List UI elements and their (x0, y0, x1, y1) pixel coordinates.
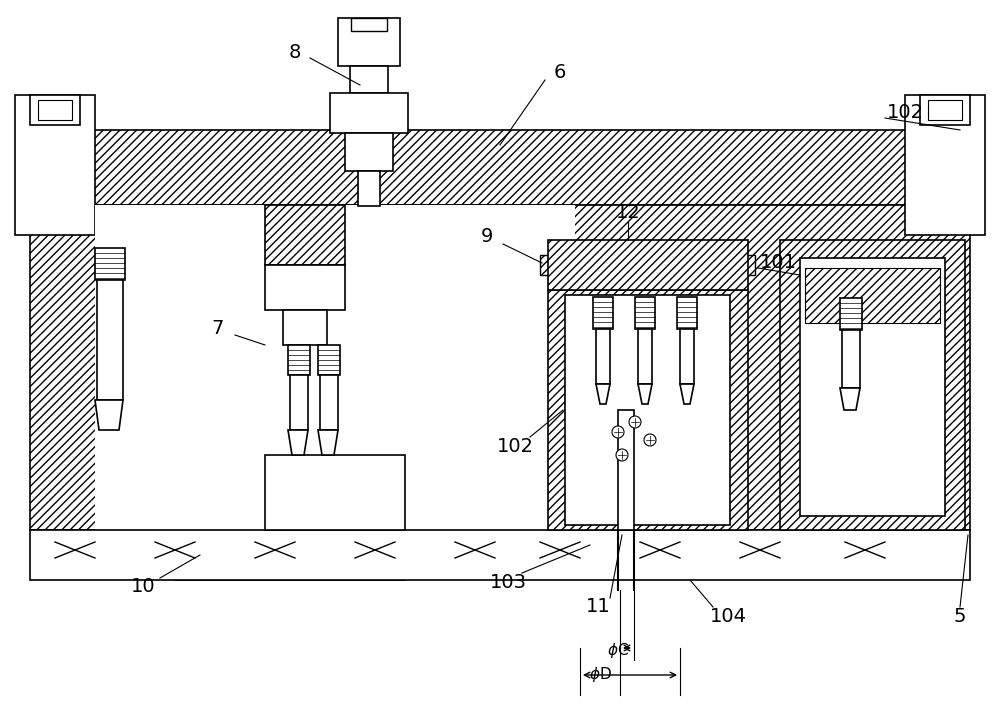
Bar (265, 265, 345, 310)
Polygon shape (288, 430, 308, 455)
Bar (30, 95, 80, 125)
Bar (920, 95, 970, 125)
Polygon shape (680, 384, 694, 404)
Bar (38, 100, 72, 120)
Text: 12: 12 (616, 203, 640, 222)
Bar (548, 240, 748, 290)
Text: 102: 102 (887, 102, 924, 122)
Bar (548, 290, 748, 530)
Bar (635, 297, 655, 329)
Bar (638, 329, 652, 384)
Polygon shape (30, 205, 970, 580)
Polygon shape (840, 388, 860, 410)
Bar (345, 133, 393, 171)
Bar (320, 375, 338, 430)
Bar (350, 66, 388, 93)
Text: 9: 9 (481, 228, 493, 247)
Polygon shape (638, 384, 652, 404)
Text: 103: 103 (490, 572, 526, 592)
Bar (540, 255, 755, 275)
Bar (338, 18, 400, 66)
Text: 10: 10 (131, 577, 155, 597)
Circle shape (629, 416, 641, 428)
Text: 104: 104 (710, 607, 746, 626)
Text: 5: 5 (954, 607, 966, 626)
Circle shape (612, 426, 624, 438)
Bar (351, 18, 387, 31)
Bar (928, 100, 962, 120)
Bar (358, 171, 380, 206)
Text: $\phi$D: $\phi$D (589, 665, 611, 685)
Bar (570, 300, 725, 520)
Bar (330, 93, 408, 133)
Bar (677, 297, 697, 329)
Bar (905, 95, 985, 235)
Bar (288, 345, 310, 375)
Bar (265, 455, 405, 530)
Circle shape (644, 434, 656, 446)
Bar (840, 298, 862, 330)
Bar (283, 310, 327, 345)
Bar (290, 375, 308, 430)
Polygon shape (318, 430, 338, 455)
Text: 101: 101 (760, 252, 796, 272)
Text: 6: 6 (554, 63, 566, 82)
Text: 7: 7 (212, 319, 224, 338)
Polygon shape (596, 384, 610, 404)
Text: 11: 11 (586, 597, 610, 616)
Text: $\phi$C: $\phi$C (607, 641, 629, 660)
Bar (97, 280, 123, 400)
Bar (30, 530, 970, 580)
Bar (593, 297, 613, 329)
Bar (318, 345, 340, 375)
Bar (805, 268, 940, 323)
Circle shape (616, 449, 628, 461)
Bar (95, 205, 575, 530)
Bar (800, 258, 945, 516)
Bar (780, 240, 965, 530)
Bar (680, 329, 694, 384)
Bar (596, 329, 610, 384)
Bar (565, 295, 730, 525)
Bar (30, 130, 970, 205)
Bar (265, 205, 345, 265)
Bar (618, 410, 634, 530)
Bar (15, 95, 95, 235)
Bar (842, 330, 860, 388)
Text: 102: 102 (496, 437, 534, 456)
Polygon shape (95, 400, 123, 430)
Text: 8: 8 (289, 43, 301, 61)
Bar (95, 248, 125, 280)
